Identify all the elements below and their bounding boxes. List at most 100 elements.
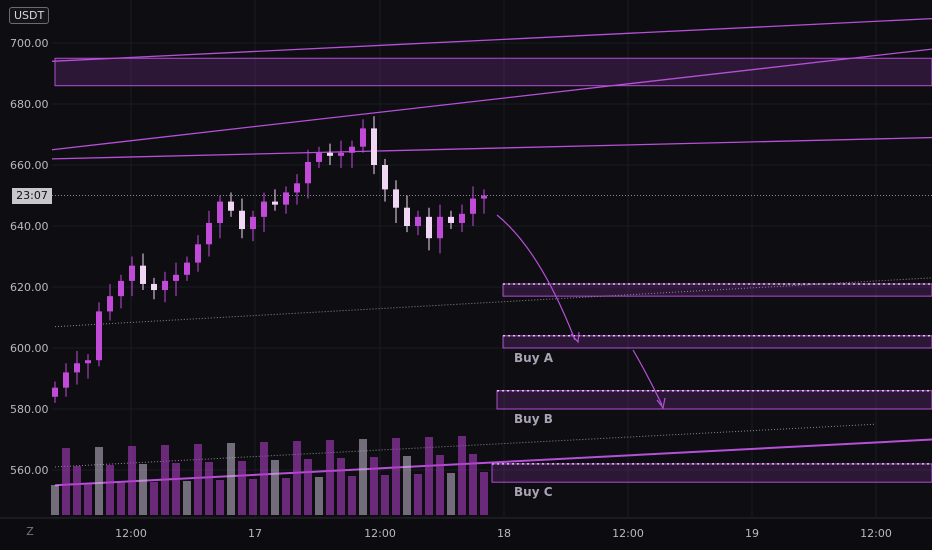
forecast-arrow bbox=[496, 214, 576, 341]
volume-bar bbox=[227, 443, 235, 515]
volume-bar bbox=[172, 463, 180, 515]
volume-bar bbox=[403, 456, 411, 515]
volume-bar bbox=[161, 445, 169, 515]
candle-body bbox=[404, 207, 410, 226]
candle-body bbox=[250, 216, 256, 230]
x-tick-label: 12:00 bbox=[364, 527, 396, 540]
volume-bar bbox=[337, 458, 345, 515]
candle-body bbox=[426, 216, 432, 239]
volume-bar bbox=[359, 439, 367, 515]
zone-label: Buy A bbox=[514, 351, 554, 365]
candle-body bbox=[206, 222, 212, 245]
candle-body bbox=[360, 128, 366, 147]
volume-bar bbox=[205, 462, 213, 515]
volume-bar bbox=[260, 442, 268, 515]
trendline bbox=[51, 17, 932, 62]
forecast-arrow bbox=[632, 349, 663, 406]
trendline bbox=[54, 423, 876, 468]
candle-body bbox=[140, 265, 146, 284]
zone-label: Buy B bbox=[514, 412, 553, 426]
x-tick-label: 17 bbox=[248, 527, 262, 540]
volume-bar bbox=[436, 455, 444, 515]
zoom-reset-button[interactable]: Z bbox=[26, 525, 34, 538]
x-tick-label: 19 bbox=[745, 527, 759, 540]
volume-bar bbox=[51, 485, 59, 515]
candle-body bbox=[415, 216, 421, 226]
volume-bar bbox=[128, 446, 136, 515]
candle-body bbox=[85, 360, 91, 364]
volume-bar bbox=[95, 447, 103, 515]
candle-body bbox=[162, 280, 168, 291]
volume-bar bbox=[84, 484, 92, 515]
zone-label: Buy C bbox=[514, 485, 553, 499]
candle-body bbox=[371, 128, 377, 165]
volume-bar bbox=[469, 454, 477, 515]
candle-body bbox=[481, 195, 487, 199]
y-tick-label: 560.00 bbox=[10, 464, 49, 477]
y-tick-label: 640.00 bbox=[10, 220, 49, 233]
buy-zone bbox=[491, 463, 932, 483]
candle-body bbox=[239, 210, 245, 230]
volume-bar bbox=[326, 440, 334, 515]
candle-body bbox=[294, 183, 300, 193]
volume-bar bbox=[392, 438, 400, 515]
forecast-arrowhead bbox=[570, 331, 580, 344]
candle-body bbox=[283, 192, 289, 205]
volume-bar bbox=[183, 481, 191, 515]
candle-body bbox=[173, 274, 179, 281]
volume-bar bbox=[238, 461, 246, 515]
volume-bar bbox=[414, 474, 422, 515]
time-axis-bar bbox=[0, 518, 932, 550]
current-price-tag: 23:07 bbox=[12, 188, 52, 204]
volume-bar bbox=[458, 436, 466, 515]
candle-body bbox=[261, 201, 267, 217]
forecast-arrowhead bbox=[656, 397, 666, 410]
volume-bar bbox=[249, 479, 257, 515]
trendline bbox=[51, 136, 932, 160]
candle-body bbox=[382, 165, 388, 190]
candle-body bbox=[151, 283, 157, 291]
buy-zone bbox=[502, 335, 932, 349]
x-tick-label: 12:00 bbox=[115, 527, 147, 540]
buy-zone bbox=[54, 57, 932, 87]
candle-body bbox=[129, 265, 135, 281]
candle-body bbox=[217, 201, 223, 223]
volume-bar bbox=[370, 457, 378, 515]
candle-body bbox=[228, 201, 234, 211]
candle-body bbox=[459, 213, 465, 223]
trendline bbox=[51, 48, 932, 151]
candle-body bbox=[107, 296, 113, 312]
volume-bar bbox=[62, 448, 70, 515]
volume-bar bbox=[304, 459, 312, 515]
y-tick-label: 620.00 bbox=[10, 281, 49, 294]
volume-bar bbox=[293, 441, 301, 515]
x-tick-label: 18 bbox=[497, 527, 511, 540]
candle-body bbox=[118, 280, 124, 297]
candle-body bbox=[63, 372, 69, 388]
y-tick-label: 680.00 bbox=[10, 98, 49, 111]
candle-body bbox=[52, 387, 58, 397]
candle-body bbox=[195, 244, 201, 263]
candle-body bbox=[338, 152, 344, 156]
buy-zone bbox=[496, 390, 932, 410]
candle-body bbox=[327, 152, 333, 156]
candle-body bbox=[96, 311, 102, 361]
candle-body bbox=[470, 198, 476, 214]
candle-body bbox=[448, 216, 454, 223]
y-tick-label: 700.00 bbox=[10, 37, 49, 50]
volume-bar bbox=[216, 480, 224, 515]
y-tick-label: 660.00 bbox=[10, 159, 49, 172]
volume-bar bbox=[139, 464, 147, 515]
volume-bar bbox=[106, 465, 114, 515]
volume-bar bbox=[282, 478, 290, 515]
volume-bar bbox=[425, 437, 433, 515]
candle-body bbox=[349, 146, 355, 153]
candle-body bbox=[305, 161, 311, 184]
candle-body bbox=[316, 152, 322, 162]
y-tick-label: 580.00 bbox=[10, 403, 49, 416]
candle-body bbox=[272, 201, 278, 205]
volume-bar bbox=[447, 473, 455, 515]
volume-bar bbox=[150, 482, 158, 515]
volume-bar bbox=[194, 444, 202, 515]
